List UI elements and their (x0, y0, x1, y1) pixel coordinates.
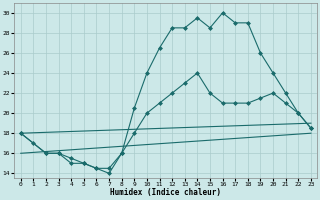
X-axis label: Humidex (Indice chaleur): Humidex (Indice chaleur) (110, 188, 221, 197)
